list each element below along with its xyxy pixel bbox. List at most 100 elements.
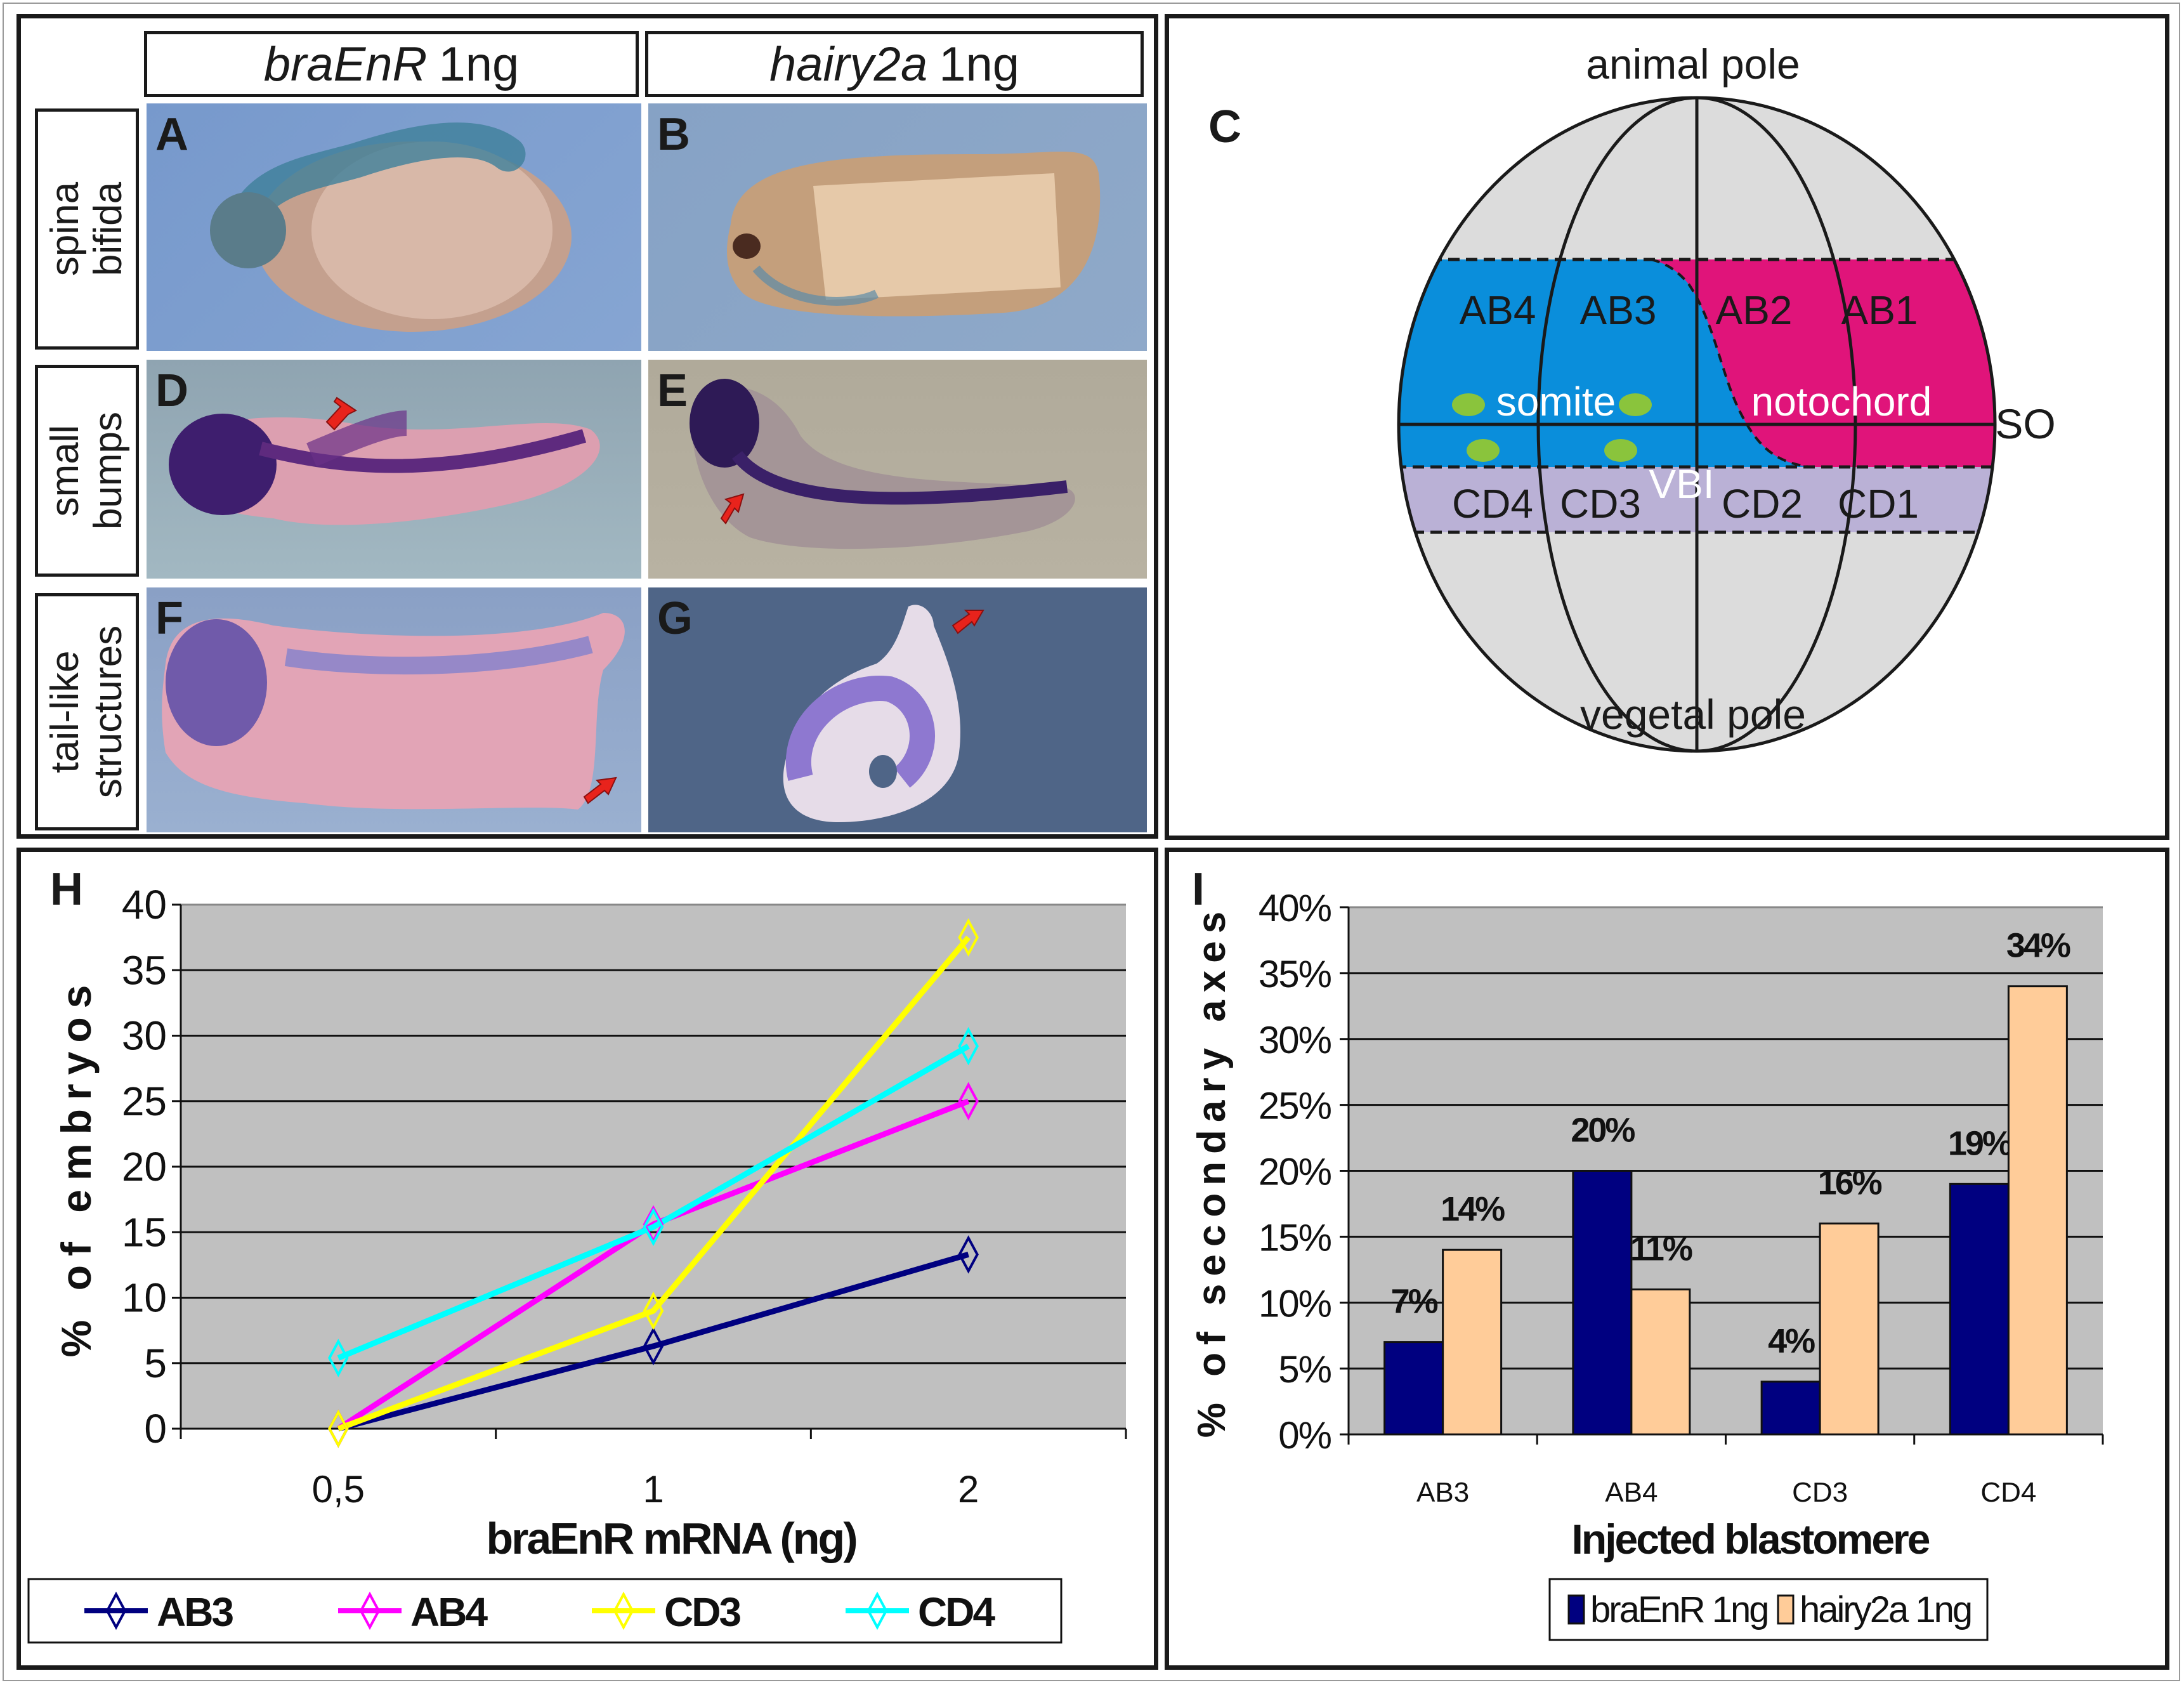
photo-g: G: [648, 587, 1147, 832]
line-chart: 0 5 10 15 20 25 30 35 40 0,5 1 2 % of embryos braEnR …: [27, 882, 1127, 1644]
legend-swatch-hairy2a: [1777, 1594, 1795, 1625]
column-header-braenr: braEnR 1ng: [144, 31, 639, 97]
blastomere-diagram-panel: C AB4 AB3 AB2 AB1 CD4 CD3: [1165, 14, 2169, 840]
legend: AB3 AB4 CD3 CD4: [27, 1578, 1063, 1644]
data-label: 7%: [1391, 1283, 1438, 1321]
series-line-ab3: [337, 1252, 969, 1432]
cell-label-ab2: AB2: [1716, 287, 1793, 333]
y-tick-label: 30: [122, 1013, 167, 1059]
y-tick-label: 30%: [1259, 1019, 1331, 1061]
x-tick-label: CD3: [1792, 1477, 1848, 1508]
data-point-cd4: [643, 1207, 664, 1247]
panel-label-f: F: [155, 593, 183, 644]
y-tick-label: 15%: [1259, 1216, 1331, 1259]
y-tick-label: 0: [144, 1406, 167, 1452]
data-label: 16%: [1818, 1164, 1882, 1202]
series-line-cd4: [337, 1044, 970, 1361]
cell-label-ab4: AB4: [1460, 287, 1536, 333]
y-tick-label: 0%: [1278, 1414, 1331, 1457]
data-point-cd4: [328, 1339, 349, 1377]
somite-label: somite: [1496, 379, 1616, 424]
figure-frame: [3, 3, 2180, 1681]
data-label: 19%: [1948, 1124, 2012, 1162]
legend-label-ab4: AB4: [410, 1589, 488, 1635]
y-tick-label: 40%: [1259, 887, 1331, 929]
row-label-text: spina bifida: [43, 181, 130, 277]
data-label: 4%: [1768, 1322, 1815, 1360]
photo-f: F: [147, 587, 641, 832]
somite-spot: [1604, 439, 1637, 462]
row-label-spina-bifida: spina bifida: [35, 108, 139, 350]
legend-marker-ab3: [105, 1591, 127, 1630]
embryo-e: [690, 379, 1075, 549]
legend-label-hairy2a: hairy2a 1ng: [1800, 1589, 1971, 1630]
panel-label-d: D: [155, 365, 188, 416]
panel-label-i: I: [1192, 864, 1205, 915]
x-tick-label: 1: [643, 1468, 664, 1511]
bar-braenr-cd4: [1949, 1183, 2010, 1436]
bar-hairy2a-ab4: [1630, 1288, 1691, 1436]
row-label-tail-like: tail-like structures: [35, 593, 139, 830]
data-point-cd3: [328, 1409, 349, 1448]
photo-b: B: [648, 103, 1147, 351]
panel-label-a: A: [155, 109, 188, 160]
legend-label-ab3: AB3: [157, 1589, 233, 1635]
column-header-dose: 1ng: [438, 37, 520, 91]
bar-braenr-ab4: [1572, 1170, 1633, 1436]
data-point-cd3: [643, 1291, 664, 1330]
panel-label-g: G: [657, 593, 693, 644]
legend-label-cd3: CD3: [664, 1589, 740, 1635]
x-axis-title: braEnR mRNA (ng): [486, 1514, 856, 1563]
panel-label-b: B: [657, 109, 690, 160]
panel-label-e: E: [657, 365, 688, 416]
data-label: 34%: [2006, 927, 2070, 965]
y-tick-label: 25%: [1259, 1085, 1331, 1127]
embryo-g: [783, 605, 984, 822]
y-tick-label: 10%: [1259, 1282, 1331, 1325]
panel-label-h: H: [50, 864, 83, 915]
legend-marker-ab4: [359, 1591, 381, 1630]
cell-label-cd1: CD1: [1838, 481, 1919, 527]
y-tick-label: 40: [122, 882, 167, 928]
x-tick-label: 0,5: [312, 1468, 365, 1511]
bar-hairy2a-cd3: [1819, 1223, 1880, 1436]
photo-a: A: [147, 103, 641, 351]
data-label: 11%: [1630, 1229, 1692, 1268]
embryo-d: [169, 397, 600, 525]
cell-label-cd3: CD3: [1560, 481, 1641, 527]
somite-spot: [1619, 393, 1652, 416]
data-label: 20%: [1571, 1111, 1635, 1150]
y-tick-label: 25: [122, 1079, 167, 1124]
legend: braEnR 1ng hairy2a 1ng: [1548, 1578, 1989, 1641]
so-label: SO: [1995, 400, 2055, 447]
y-tick-label: 15: [122, 1209, 167, 1255]
vbi-label: VBI: [1649, 461, 1714, 507]
notochord-label: notochord: [1751, 379, 1932, 424]
line-chart-panel: H 0 5 10 15 20 25 30 35 40 0,5 1 2 % of embryos braEn…: [16, 848, 1158, 1670]
bar-braenr-ab3: [1383, 1341, 1444, 1436]
legend-box: [1548, 1578, 1989, 1641]
x-axis-title: Injected blastomere: [1572, 1516, 1930, 1563]
x-tick-label: AB4: [1605, 1477, 1658, 1508]
data-point-cd4: [958, 1026, 979, 1066]
somite-spot: [1467, 439, 1500, 462]
column-header-gene: hairy2a: [769, 37, 928, 91]
data-point-ab3: [643, 1327, 664, 1366]
data-point-cd3: [958, 918, 979, 957]
y-tick-label: 35: [122, 947, 167, 993]
y-tick-label: 35%: [1259, 953, 1331, 995]
y-axis-title: % of secondary axes: [1190, 904, 1234, 1438]
series-line-cd3: [337, 935, 971, 1432]
photo-e: E: [648, 360, 1147, 579]
bar-hairy2a-ab3: [1442, 1249, 1503, 1436]
blastomere-diagram: AB4 AB3 AB2 AB1 CD4 CD3 CD2 CD1 animal p…: [1397, 41, 2056, 753]
embryo-a: [210, 122, 572, 332]
photo-d: D: [147, 360, 641, 579]
cell-label-cd4: CD4: [1452, 481, 1533, 527]
column-header-dose: 1ng: [939, 37, 1020, 91]
data-point-ab3: [958, 1235, 979, 1274]
somite-spot: [1452, 393, 1485, 416]
legend-label-braenr: braEnR 1ng: [1590, 1589, 1768, 1630]
legend-marker-cd4: [866, 1591, 888, 1630]
data-label: 14%: [1441, 1190, 1505, 1228]
